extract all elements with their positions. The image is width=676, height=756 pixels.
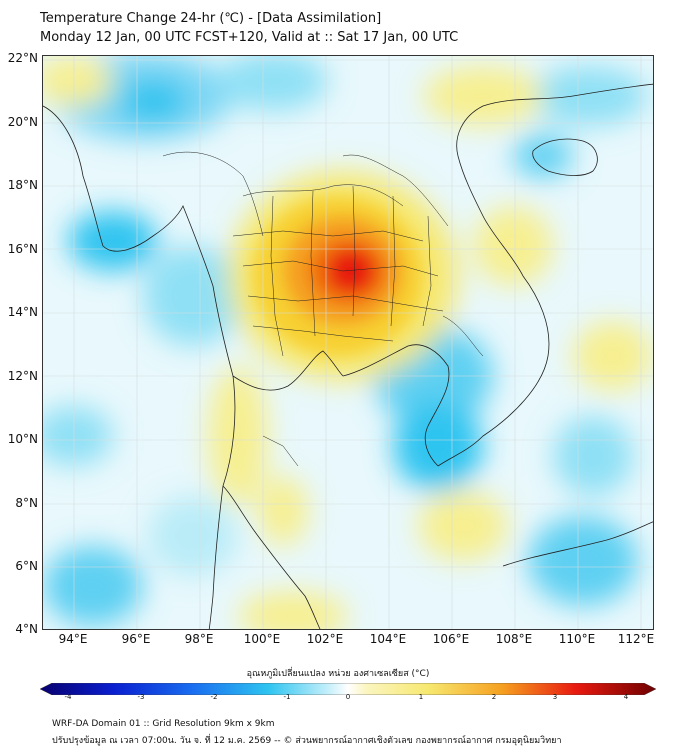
lon-label: 110°E [558, 632, 596, 646]
lon-label: 100°E [243, 632, 281, 646]
lat-label: 8°N [15, 496, 38, 510]
lat-label: 20°N [7, 115, 38, 129]
colorbar-tick: 0 [345, 693, 351, 701]
lat-label: 18°N [7, 178, 38, 192]
colorbar-title: อุณหภูมิเปลี่ยนแปลง หน่วย องศาเซลเซียส (… [246, 669, 430, 679]
lon-label: 98°E [184, 632, 214, 646]
lon-label: 106°E [432, 632, 470, 646]
colorbar [39, 680, 657, 696]
map-title: Temperature Change 24-hr (℃) - [Data Ass… [40, 11, 382, 26]
colorbar-tick: -3 [137, 693, 145, 701]
warm-anomaly-core [253, 196, 423, 356]
colorbar-tick: -1 [283, 693, 291, 701]
lat-label: 10°N [7, 432, 38, 446]
lat-label: 6°N [15, 559, 38, 573]
lat-label: 22°N [7, 51, 38, 65]
colorbar-tick: 4 [623, 693, 629, 701]
lat-label: 4°N [15, 622, 38, 636]
grid-info: WRF-DA Domain 01 :: Grid Resolution 9km … [52, 719, 275, 729]
credit-line: ปรับปรุงข้อมูล ณ เวลา 07:00น. วัน จ. ที่… [52, 736, 562, 746]
lon-label: 102°E [306, 632, 344, 646]
lon-label: 104°E [369, 632, 407, 646]
lat-label: 16°N [7, 242, 38, 256]
lon-label: 108°E [495, 632, 533, 646]
provincial-boundaries [162, 151, 484, 467]
colorbar-tick: 3 [552, 693, 558, 701]
colorbar-tick: -4 [64, 693, 72, 701]
lon-label: 94°E [58, 632, 88, 646]
colorbar-tick: -2 [210, 693, 218, 701]
lon-label: 96°E [121, 632, 151, 646]
lat-label: 14°N [7, 305, 38, 319]
coastlines [43, 83, 653, 629]
map-subtitle: Monday 12 Jan, 00 UTC FCST+120, Valid at… [40, 30, 459, 45]
lon-label: 112°E [617, 632, 655, 646]
lat-label: 12°N [7, 369, 38, 383]
map-canvas [43, 56, 653, 629]
colorbar-tick: 2 [491, 693, 497, 701]
graticule [43, 56, 653, 629]
temperature-change-map [42, 55, 654, 630]
colorbar-tick: 1 [418, 693, 424, 701]
